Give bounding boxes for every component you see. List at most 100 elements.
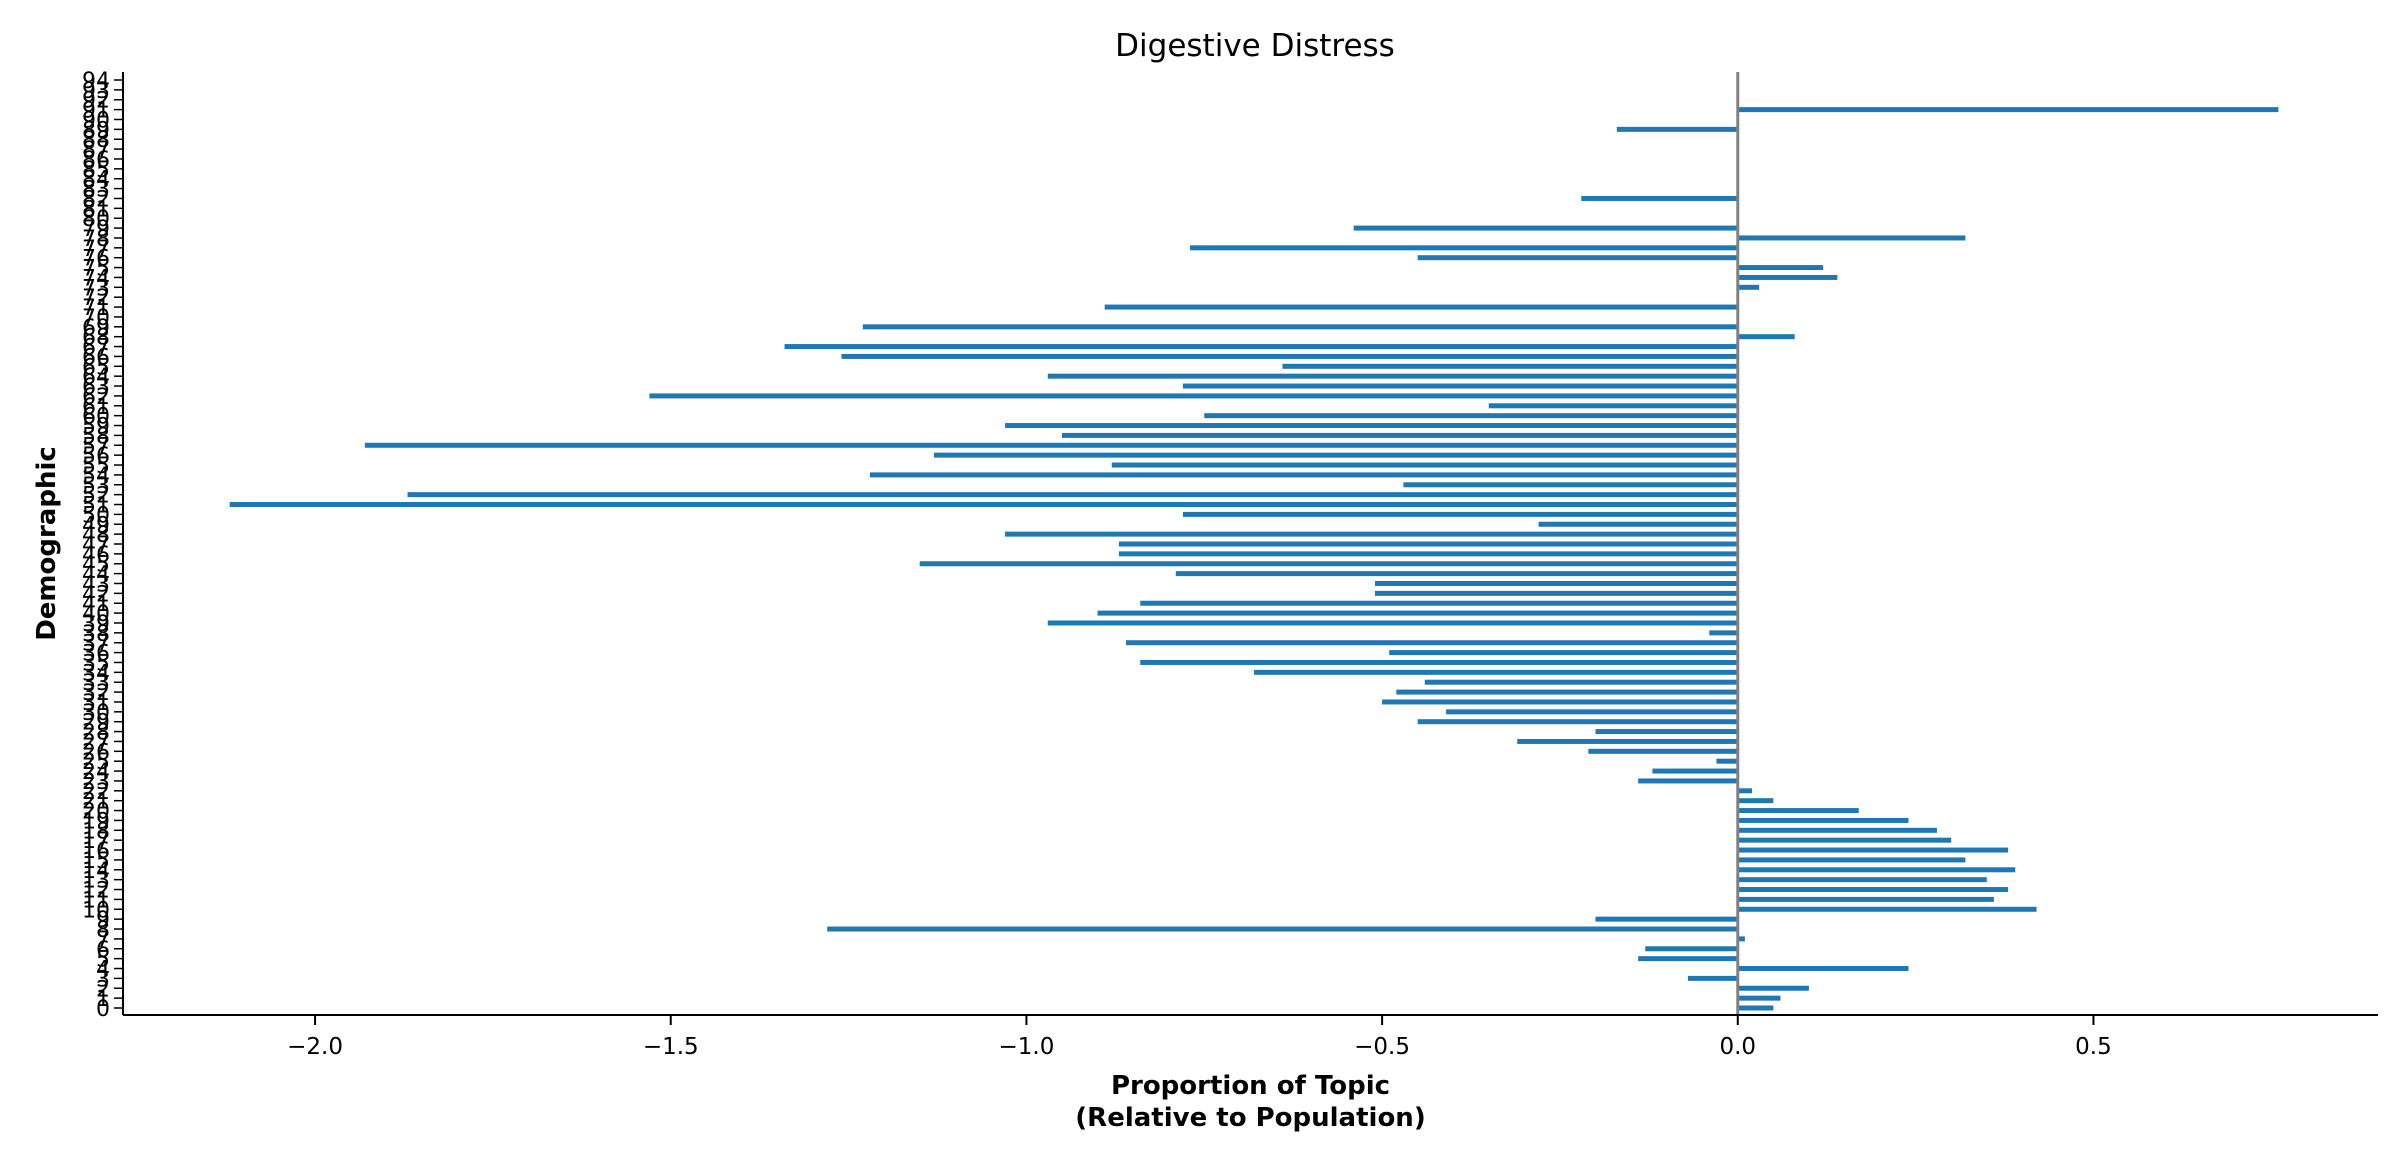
bar-10 — [1737, 906, 2037, 912]
y-tick-label: 57 — [82, 434, 110, 459]
bar-4 — [1737, 966, 1909, 972]
y-tick-label: 0 — [96, 997, 110, 1022]
bar-16 — [1737, 847, 2009, 853]
bar-78 — [1737, 235, 1966, 241]
bar-82 — [1581, 195, 1738, 201]
y-tick-label: 35 — [82, 651, 110, 676]
y-tick-label: 78 — [82, 227, 110, 252]
bar-64 — [1047, 373, 1738, 379]
y-tick-label: 49 — [82, 513, 110, 538]
y-tick-label: 21 — [82, 790, 110, 815]
bar-74 — [1737, 274, 1838, 280]
y-tick-label: 24 — [82, 760, 110, 785]
y-tick-label: 64 — [82, 365, 110, 390]
bar-61 — [1488, 403, 1738, 409]
y-tick-label: 36 — [82, 642, 110, 667]
bar-8 — [827, 926, 1738, 932]
bar-23 — [1638, 778, 1738, 784]
y-tick-label: 68 — [82, 326, 110, 351]
bar-89 — [1616, 126, 1738, 132]
x-tick-label: −1.0 — [998, 1034, 1054, 1060]
bar-41 — [1140, 600, 1738, 606]
y-tick-label: 20 — [82, 800, 110, 825]
bar-76 — [1417, 255, 1738, 261]
bar-7 — [1737, 936, 1745, 942]
bar-24 — [1652, 768, 1738, 774]
bar-17 — [1737, 837, 1952, 843]
bar-29 — [1417, 719, 1738, 725]
y-tick-label: 8 — [96, 918, 110, 943]
y-tick-label: 9 — [96, 908, 110, 933]
bar-65 — [1282, 363, 1738, 369]
y-tick-label: 29 — [82, 711, 110, 736]
bar-71 — [1104, 304, 1738, 310]
y-tick-label: 94 — [82, 69, 110, 94]
y-tick-label: 44 — [82, 563, 110, 588]
y-tick-label: 50 — [82, 503, 110, 528]
y-tick-label: 5 — [96, 948, 110, 973]
bar-26 — [1588, 748, 1738, 754]
x-tick-label: 0.5 — [2075, 1034, 2112, 1060]
bar-20 — [1737, 808, 1859, 814]
y-tick-label: 25 — [82, 750, 110, 775]
bar-38 — [1709, 630, 1738, 636]
bar-59 — [1005, 423, 1738, 429]
y-tick-label: 67 — [82, 336, 110, 361]
y-tick-label: 17 — [82, 829, 110, 854]
x-axis-label: Proportion of Topic (Relative to Populati… — [1075, 1071, 1425, 1133]
bar-69 — [862, 324, 1738, 330]
y-tick-label: 53 — [82, 474, 110, 499]
x-tick-label: −1.5 — [643, 1034, 699, 1060]
y-tick-label: 13 — [82, 869, 110, 894]
y-tick-label: 38 — [82, 622, 110, 647]
y-tick-label: 71 — [82, 296, 110, 321]
bar-42 — [1374, 590, 1738, 596]
bar-30 — [1446, 709, 1738, 715]
y-tick-label: 76 — [82, 247, 110, 272]
y-tick-label: 63 — [82, 375, 110, 400]
bar-57 — [364, 442, 1738, 448]
y-tick-label: 73 — [82, 276, 110, 301]
x-tick-label: −2.0 — [287, 1034, 343, 1060]
y-tick-label: 52 — [82, 484, 110, 509]
bar-19 — [1737, 817, 1909, 823]
y-tick-label: 91 — [82, 99, 110, 124]
y-tick-label: 83 — [82, 178, 110, 203]
y-tick-label: 46 — [82, 543, 110, 568]
x-tick-label: 0.0 — [1719, 1034, 1756, 1060]
y-tick-label: 43 — [82, 572, 110, 597]
bar-47 — [1118, 541, 1738, 547]
x-tick-label: −0.5 — [1354, 1034, 1410, 1060]
bar-28 — [1595, 729, 1738, 735]
bar-45 — [919, 561, 1738, 567]
x-ticks: −2.0 −1.5 −1.0 −0.5 0.0 0.5 — [287, 1015, 2112, 1060]
chart-title: Digestive Distress — [1115, 28, 1395, 64]
y-tick-label: 65 — [82, 355, 110, 380]
bar-31 — [1382, 699, 1738, 705]
bar-27 — [1517, 738, 1738, 744]
bar-46 — [1118, 551, 1738, 557]
bar-35 — [1140, 659, 1738, 665]
bar-36 — [1389, 650, 1738, 656]
y-tick-label: 84 — [82, 168, 110, 193]
bar-43 — [1374, 580, 1738, 586]
bar-12 — [1737, 887, 2009, 893]
y-tick-label: 80 — [82, 207, 110, 232]
y-tick-label: 23 — [82, 770, 110, 795]
y-tick-label: 12 — [82, 879, 110, 904]
y-tick-label: 3 — [96, 967, 110, 992]
y-tick-label: 2 — [96, 977, 110, 1002]
y-tick-label: 26 — [82, 740, 110, 765]
y-tick-label: 87 — [82, 138, 110, 163]
bar-49 — [1538, 521, 1738, 527]
bar-48 — [1005, 531, 1738, 537]
bar-0 — [1737, 1005, 1774, 1011]
bar-40 — [1097, 610, 1738, 616]
bar-13 — [1737, 877, 1987, 883]
bar-50 — [1182, 511, 1738, 517]
y-tick-label: 66 — [82, 345, 110, 370]
bar-25 — [1716, 758, 1738, 764]
bar-51 — [229, 502, 1738, 508]
y-tick-label: 18 — [82, 819, 110, 844]
